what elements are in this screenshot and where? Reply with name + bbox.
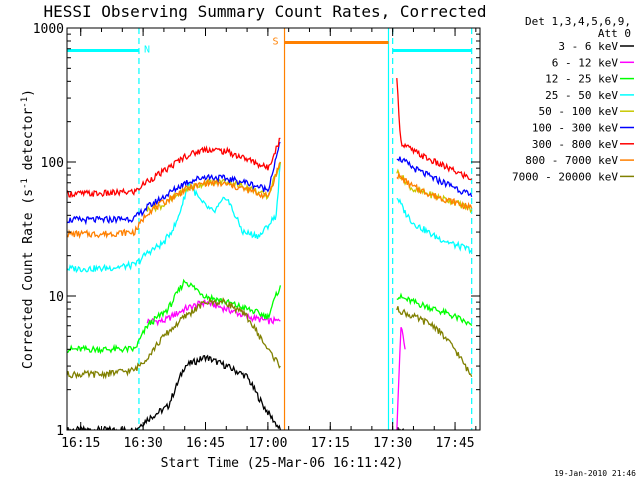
legend-label: 300 - 800 keV: [532, 138, 618, 151]
y-label-part: detector: [21, 108, 36, 179]
footer-date: 19-Jan-2010 21:46: [554, 469, 636, 478]
series-line: [67, 161, 281, 240]
x-tick-label: 17:15: [311, 436, 350, 451]
series-line: [396, 427, 406, 430]
legend-label: 7000 - 20000 keV: [512, 170, 618, 183]
chart-title: HESSI Observing Summary Count Rates, Cor…: [43, 2, 486, 21]
series-layer: [67, 78, 473, 430]
y-label-superscript: -1: [20, 97, 30, 108]
series-line: [396, 327, 406, 430]
series-line: [396, 292, 473, 327]
series-line: [67, 137, 281, 198]
axes: 16:15 16:30 16:45 17:00 17:15 17:30 17:45 1 10 10…: [33, 22, 480, 451]
series-line: [396, 197, 473, 255]
series-4: [146, 161, 473, 214]
y-tick-label: 1: [56, 424, 64, 439]
y-tick-label: 100: [41, 156, 64, 171]
series-line: [67, 354, 282, 430]
series-5: [67, 141, 473, 226]
series-0: [67, 354, 406, 430]
annotation-label: N: [144, 44, 150, 55]
legend-header: Det 1,3,4,5,6,9,: [525, 15, 631, 28]
x-axis-label: Start Time (25-Mar-06 16:11:42): [161, 456, 404, 471]
reference-lines: [138, 28, 473, 430]
legend-label: 800 - 7000 keV: [525, 154, 618, 167]
y-label-part: Corrected Count Rate (s: [21, 189, 36, 369]
x-tick-label: 17:45: [435, 436, 474, 451]
series-3: [67, 161, 473, 274]
series-line: [67, 141, 281, 226]
legend-label: 12 - 25 keV: [545, 73, 618, 86]
y-label-part: ): [21, 89, 36, 97]
series-6: [67, 78, 473, 198]
annotation-label: S: [273, 36, 279, 47]
series-line: [396, 78, 473, 181]
series-7: [67, 161, 473, 240]
legend-label: 50 - 100 keV: [539, 105, 619, 118]
legend-label: 25 - 50 keV: [545, 89, 618, 102]
annotation-layer: NS: [67, 36, 472, 55]
x-tick-label: 17:30: [373, 436, 412, 451]
series-line: [67, 278, 282, 355]
series-line: [146, 299, 281, 327]
y-axis-label: Corrected Count Rate (s-1 detector-1): [20, 89, 36, 369]
series-line: [67, 161, 282, 274]
legend-label: 3 - 6 keV: [558, 40, 618, 53]
series-line: [396, 306, 473, 377]
x-tick-label: 16:15: [61, 436, 100, 451]
y-label-superscript: -1: [20, 178, 30, 189]
series-line: [67, 296, 281, 380]
series-8: [67, 296, 473, 380]
legend: Det 1,3,4,5,6,9,Att 03 - 6 keV 6 - 12 keV…: [512, 15, 634, 183]
y-tick-label: 1000: [33, 22, 64, 37]
plot-frame: [66, 27, 481, 431]
x-tick-label: 17:00: [248, 436, 287, 451]
legend-header: Att 0: [598, 27, 631, 40]
series-line: [396, 156, 473, 198]
series-1: [146, 299, 406, 430]
x-tick-label: 16:30: [124, 436, 163, 451]
series-2: [67, 278, 473, 355]
legend-label: 100 - 300 keV: [532, 122, 618, 135]
x-tick-label: 16:45: [186, 436, 225, 451]
series-line: [396, 171, 473, 211]
legend-label: 6 - 12 keV: [552, 56, 619, 69]
y-tick-label: 10: [48, 290, 64, 305]
